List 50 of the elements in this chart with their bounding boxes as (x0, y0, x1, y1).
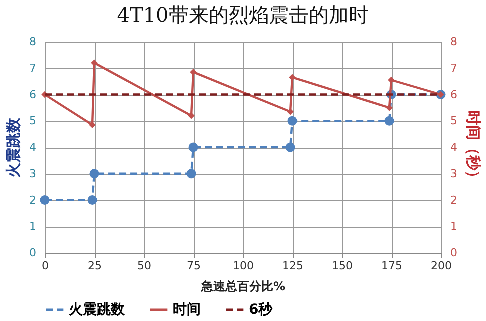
x-tick-label: 100 (233, 260, 254, 272)
x-tick-label: 25 (88, 260, 102, 272)
y-tick-label: 7 (30, 62, 36, 75)
point (188, 142, 198, 152)
legend-label: 火震跳数 (69, 302, 126, 318)
y2-tick-label: 4 (450, 141, 458, 154)
x-tick-label: 50 (138, 260, 152, 272)
y-tick-label: 6 (30, 88, 36, 102)
y-tick-label: 3 (30, 167, 36, 180)
y-tick-label: 1 (30, 220, 36, 234)
y2-tick-label: 0 (450, 246, 458, 260)
point (88, 196, 98, 205)
y-tick-label: 4 (30, 141, 36, 154)
y-tick-label: 0 (30, 246, 36, 260)
y2-axis-title: 时间（秒） (464, 110, 482, 186)
x-axis-title: 急速总百分比% (200, 280, 286, 294)
y2-tick-label: 3 (450, 167, 458, 180)
point (186, 169, 196, 179)
y-tick-label: 2 (30, 194, 36, 207)
y2-tick-label: 2 (450, 194, 458, 207)
point (384, 116, 394, 126)
legend-label: 时间 (173, 302, 201, 318)
point (388, 76, 395, 84)
legend-label: 6秒 (249, 302, 274, 318)
point (289, 74, 296, 81)
x-tick-label: 0 (42, 260, 49, 272)
y-tick-label: 8 (30, 36, 36, 48)
point (91, 60, 98, 66)
y2-tick-label: 5 (450, 114, 458, 128)
point (90, 169, 100, 179)
y2-tick-label: 8 (450, 36, 458, 48)
point (89, 122, 96, 128)
point (190, 68, 197, 76)
x-tick-label: 125 (282, 260, 304, 272)
chart-title: 4T10带来的烈焰震击的加时 (117, 3, 369, 27)
x-tick-label: 200 (431, 260, 452, 272)
y2-tick-label: 7 (450, 62, 458, 75)
y-axis-title: 火震跳数 (4, 117, 22, 178)
x-tick-label: 75 (187, 260, 201, 272)
point (40, 196, 50, 205)
point (386, 104, 393, 112)
y-tick-label: 5 (30, 114, 36, 128)
y2-tick-label: 1 (450, 220, 458, 234)
point (287, 108, 294, 116)
point (286, 142, 296, 152)
x-tick-label: 150 (332, 260, 353, 272)
point (188, 112, 195, 120)
y2-tick-label: 6 (450, 88, 458, 102)
point (288, 116, 298, 126)
x-tick-label: 175 (382, 260, 402, 272)
